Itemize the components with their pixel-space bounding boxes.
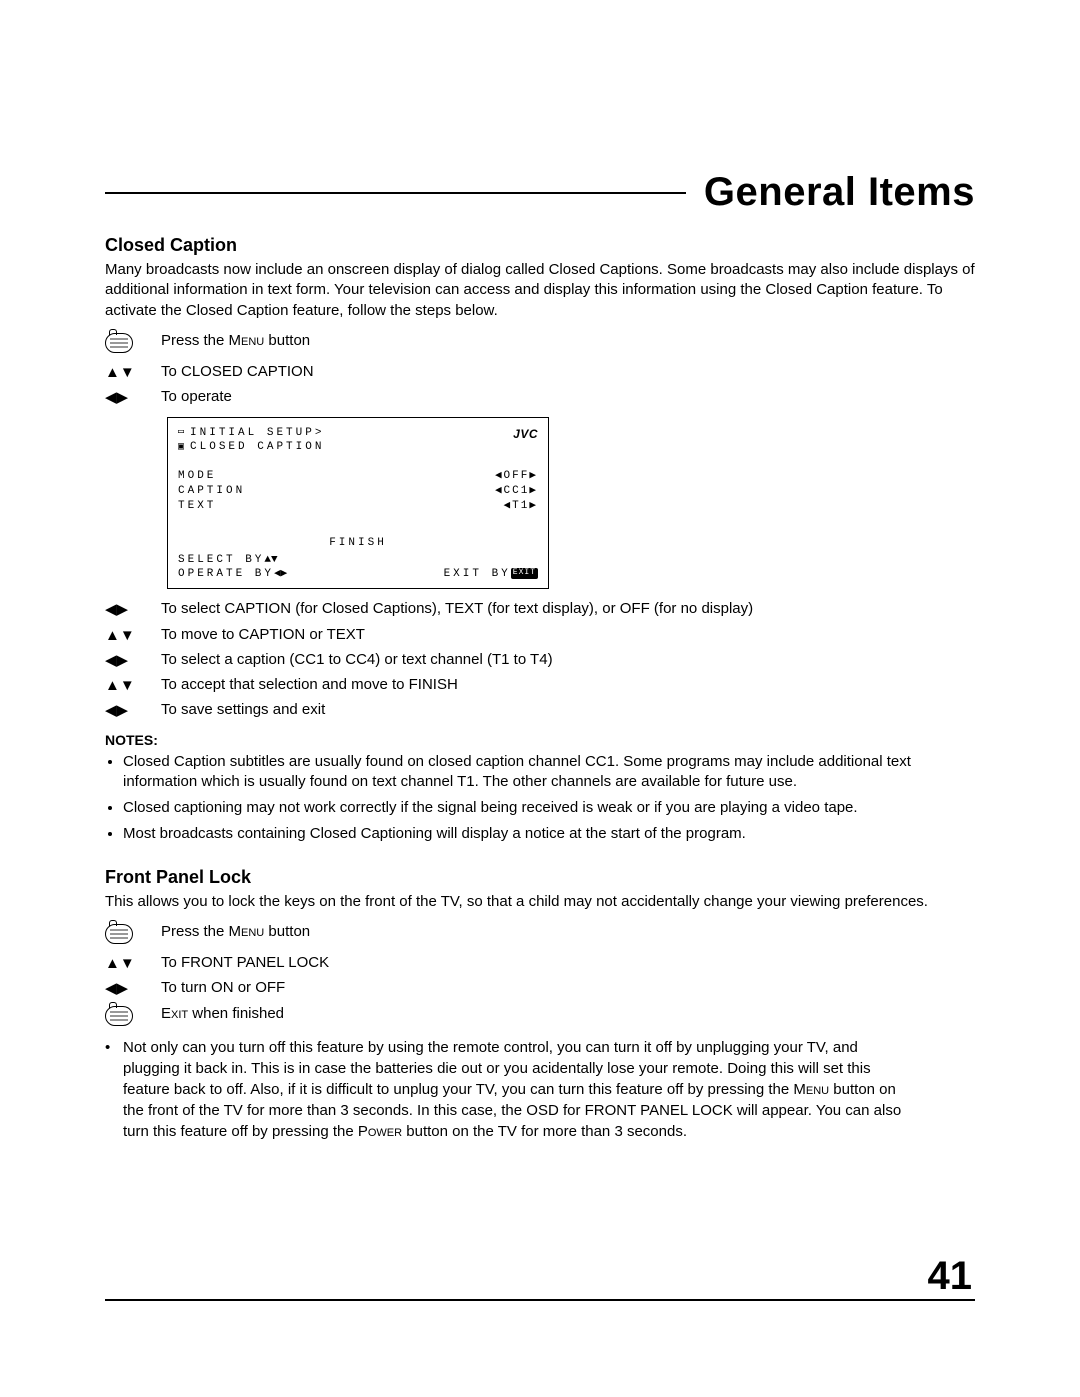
osd-row-mode: MODE ◀OFF▶ (178, 469, 538, 484)
cc-step-6-text: To select a caption (CC1 to CC4) or text… (161, 650, 975, 670)
cc-step-6: ◀▶ To select a caption (CC1 to CC4) or t… (105, 650, 975, 671)
notes-list: Closed Caption subtitles are usually fou… (105, 752, 975, 845)
notes-item-2: Closed captioning may not work correctly… (123, 798, 975, 818)
left-right-icon: ◀▶ (105, 650, 161, 671)
cc-step-4-text: To select CAPTION (for Closed Captions),… (161, 599, 975, 619)
cc-step-4: ◀▶ To select CAPTION (for Closed Caption… (105, 599, 975, 620)
cc-step-2: ▲▼ To CLOSED CAPTION (105, 362, 975, 383)
page-title: General Items (704, 170, 975, 215)
cc-step-7-text: To accept that selection and move to FIN… (161, 675, 975, 695)
fpl-heading: Front Panel Lock (105, 867, 975, 888)
left-right-icon: ◀▶ (105, 599, 161, 620)
left-right-icon: ◀▶ (105, 978, 161, 999)
fpl-step-1-text: Press the Menu button (161, 922, 975, 942)
osd-row-caption: CAPTION ◀CC1▶ (178, 484, 538, 499)
osd-select-hint: SELECT BY▲▼ (178, 553, 278, 568)
osd-head-icons: ▭▣ (178, 426, 184, 456)
up-down-icon: ▲▼ (105, 625, 161, 646)
notes-heading: NOTES: (105, 732, 975, 748)
page-number: 41 (928, 1254, 973, 1299)
fpl-step-2: ▲▼ To FRONT PANEL LOCK (105, 953, 975, 974)
up-down-icon: ▲▼ (105, 953, 161, 974)
fpl-step-4-text: Exit when finished (161, 1004, 975, 1024)
osd-brand: JVC (513, 426, 538, 442)
osd-exit-hint: EXIT BYEXIT (444, 567, 538, 582)
cc-step-5-text: To move to CAPTION or TEXT (161, 625, 975, 645)
fpl-note: • Not only can you turn off this feature… (105, 1037, 975, 1142)
left-right-icon: ◀▶ (105, 387, 161, 408)
title-row: General Items (105, 170, 975, 215)
cc-step-5: ▲▼ To move to CAPTION or TEXT (105, 625, 975, 646)
remote-icon (105, 333, 133, 353)
osd-finish: FINISH (178, 536, 538, 551)
osd-screenshot: ▭▣ INITIAL SETUP> CLOSED CAPTION JVC MOD… (167, 417, 549, 590)
cc-step-1-text: Press the Menu button (161, 331, 975, 351)
fpl-step-2-text: To FRONT PANEL LOCK (161, 953, 975, 973)
bottom-rule (105, 1299, 975, 1301)
cc-step-2-text: To CLOSED CAPTION (161, 362, 975, 382)
up-down-icon: ▲▼ (105, 362, 161, 383)
section-front-panel-lock: Front Panel Lock This allows you to lock… (105, 867, 975, 1142)
cc-intro: Many broadcasts now include an onscreen … (105, 260, 975, 321)
cc-heading: Closed Caption (105, 235, 975, 256)
osd-breadcrumb-2: CLOSED CAPTION (190, 440, 324, 455)
left-right-icon: ◀▶ (105, 700, 161, 721)
notes-item-3: Most broadcasts containing Closed Captio… (123, 824, 975, 844)
cc-step-3-text: To operate (161, 387, 975, 407)
cc-step-1: Press the Menu button (105, 331, 975, 358)
osd-row-text: TEXT ◀T1▶ (178, 499, 538, 514)
notes-item-1: Closed Caption subtitles are usually fou… (123, 752, 975, 793)
cc-step-3: ◀▶ To operate (105, 387, 975, 408)
section-closed-caption: Closed Caption Many broadcasts now inclu… (105, 235, 975, 845)
cc-step-8-text: To save settings and exit (161, 700, 975, 720)
fpl-step-1: Press the Menu button (105, 922, 975, 949)
fpl-intro: This allows you to lock the keys on the … (105, 892, 975, 912)
remote-icon (105, 1006, 133, 1026)
remote-icon (105, 924, 133, 944)
fpl-step-3-text: To turn ON or OFF (161, 978, 975, 998)
osd-operate-hint: OPERATE BY◀▶ (178, 567, 287, 582)
cc-step-8: ◀▶ To save settings and exit (105, 700, 975, 721)
up-down-icon: ▲▼ (105, 675, 161, 696)
cc-step-7: ▲▼ To accept that selection and move to … (105, 675, 975, 696)
title-rule (105, 192, 686, 194)
fpl-step-3: ◀▶ To turn ON or OFF (105, 978, 975, 999)
fpl-step-4: Exit when finished (105, 1004, 975, 1031)
osd-breadcrumb-1: INITIAL SETUP> (190, 426, 324, 441)
